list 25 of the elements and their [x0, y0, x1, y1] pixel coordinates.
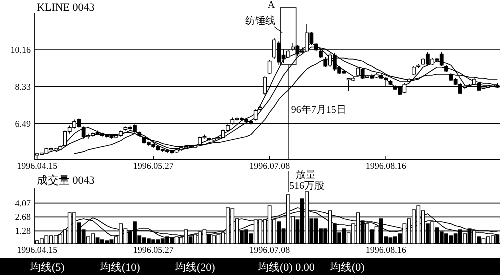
y-tick-label: 6.49: [15, 118, 32, 129]
y-tick-label: 1.28: [15, 226, 32, 236]
x-tick-label: 1996.08.16: [366, 161, 407, 171]
y-tick-label: 2.68: [15, 212, 32, 222]
text: 均线(0): [329, 261, 366, 274]
x-tick-label: 1996.04.15: [17, 245, 58, 255]
y-tick-label: 10.16: [10, 45, 32, 56]
text: 均线(5): [29, 261, 66, 274]
annotation: 纺锤线: [246, 15, 276, 27]
text: 均线(20): [174, 261, 216, 274]
x-tick-label: 1996.07.08: [250, 245, 291, 255]
chart-title: 成交量 0043: [37, 174, 96, 187]
chart-title: KLINE 0043: [37, 2, 96, 14]
annotation: 96年7月15日: [291, 104, 346, 116]
y-tick-label: 8.33: [15, 82, 32, 92]
x-tick-label: 1996.07.08: [250, 161, 291, 171]
text: 均线(0) 0.00: [257, 261, 316, 274]
text: A: [268, 0, 276, 11]
x-tick-label: 1996.08.16: [366, 245, 407, 255]
text: 均线(10): [99, 261, 141, 274]
x-tick-label: 1996.05.27: [133, 245, 174, 255]
x-tick-label: 1996.04.15: [17, 161, 58, 171]
y-tick-label: 4.07: [15, 198, 32, 208]
annotation: 放量 516万股: [290, 170, 325, 192]
x-tick-label: 1996.05.27: [133, 161, 174, 171]
